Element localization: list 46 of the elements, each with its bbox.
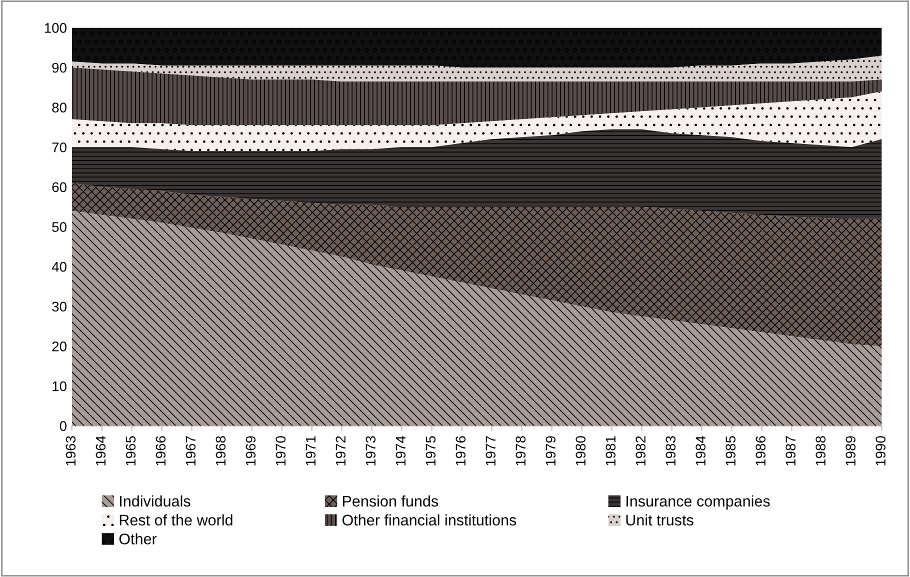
x-tick-label: 1964 (96, 436, 106, 466)
x-tick-label: 1969 (246, 436, 256, 466)
y-tick-label: 100 (44, 23, 66, 33)
x-tick-label: 1989 (846, 436, 856, 466)
x-tick-label: 1982 (636, 436, 646, 466)
y-tick-label: 90 (52, 62, 66, 73)
x-tick-label: 1985 (726, 436, 736, 466)
y-tick-label: 0 (60, 421, 66, 431)
y-tick-label: 30 (52, 302, 66, 312)
y-tick-label: 40 (52, 262, 66, 272)
legend-label: Other (119, 533, 157, 544)
x-tick-label: 1987 (786, 436, 796, 466)
x-tick-label: 1977 (486, 436, 496, 466)
legend-label: Other financial institutions (342, 514, 516, 526)
x-tick-label: 1984 (696, 436, 706, 466)
x-tick-label: 1980 (576, 436, 586, 466)
x-tick-label: 1973 (366, 436, 376, 466)
y-tick-label: 70 (52, 142, 66, 152)
x-tick-label: 1979 (546, 436, 556, 466)
x-tick-label: 1965 (126, 436, 136, 466)
y-tick-label: 20 (52, 342, 66, 352)
x-tick-label: 1990 (876, 436, 886, 466)
y-tick-label: 10 (52, 381, 66, 392)
x-tick-label: 1972 (336, 436, 346, 466)
x-tick-label: 1968 (216, 436, 226, 466)
x-tick-label: 1966 (156, 436, 166, 466)
x-tick-label: 1978 (516, 436, 526, 466)
x-tick-label: 1975 (426, 436, 436, 466)
x-tick-label: 1988 (816, 436, 826, 466)
legend-label: Unit trusts (626, 514, 694, 526)
x-tick-label: 1974 (396, 436, 406, 466)
x-tick-label: 1971 (306, 436, 316, 466)
x-tick-label: 1963 (66, 436, 76, 466)
x-tick-label: 1983 (666, 436, 676, 466)
legend-label: Pension funds (343, 495, 438, 507)
x-tick-label: 1967 (186, 436, 196, 466)
y-tick-label: 80 (52, 102, 66, 112)
x-tick-label: 1976 (456, 436, 466, 466)
y-tick-label: 60 (52, 182, 66, 192)
legend-label: Insurance companies (626, 495, 770, 510)
legend-label: Rest of the world (120, 514, 232, 526)
x-tick-label: 1981 (606, 436, 616, 466)
x-tick-label: 1970 (276, 436, 286, 466)
x-tick-label: 1986 (756, 436, 766, 466)
legend-label: Individuals (120, 495, 190, 507)
y-tick-label: 50 (52, 222, 66, 232)
